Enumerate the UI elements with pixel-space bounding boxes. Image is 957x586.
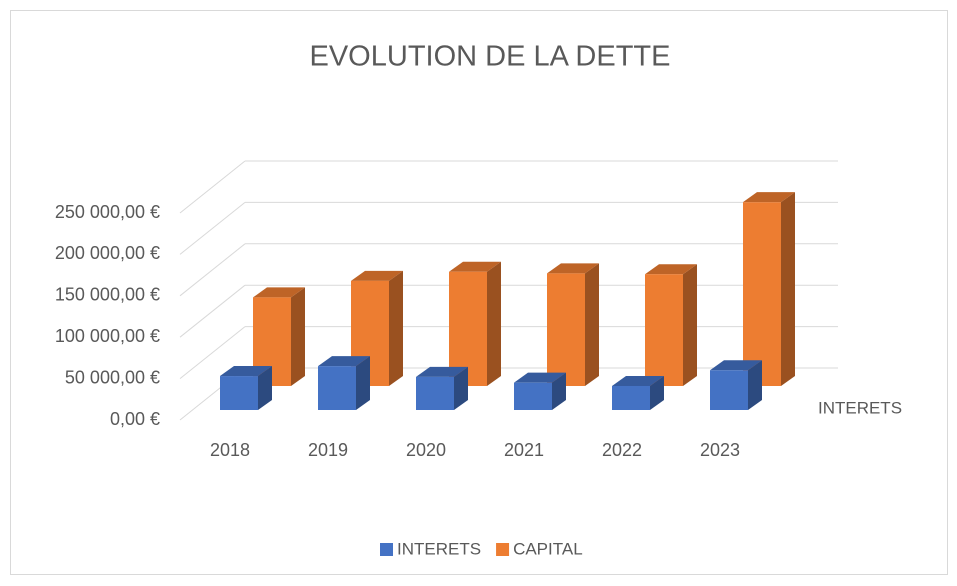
- bar-top: [743, 192, 795, 203]
- bar-top: [612, 375, 664, 386]
- bar-top: [645, 264, 697, 275]
- depth-axis-label: INTERETS: [818, 398, 902, 417]
- bar: [743, 202, 781, 386]
- x-tick-label: 2021: [504, 440, 544, 460]
- bar-side: [291, 287, 305, 386]
- bar-top: [351, 270, 403, 281]
- x-tick-label: 2023: [700, 440, 740, 460]
- bar-side: [585, 263, 599, 386]
- bar-side: [356, 356, 370, 410]
- y-tick-label: 150 000,00 €: [55, 285, 160, 305]
- bar-top: [514, 372, 566, 383]
- bar-side: [487, 261, 501, 386]
- bar-side: [683, 264, 697, 386]
- bar-top: [449, 261, 501, 272]
- legend-swatch: [496, 543, 510, 556]
- bar-top: [416, 366, 468, 377]
- legend-label: INTERETS: [397, 539, 481, 558]
- grid-line: [179, 326, 246, 379]
- bar-side: [552, 372, 566, 410]
- bar-side: [781, 192, 795, 386]
- x-tick-label: 2020: [406, 440, 446, 460]
- y-tick-label: 200 000,00 €: [55, 243, 160, 263]
- bar-top: [318, 356, 370, 367]
- grid-line: [179, 243, 246, 297]
- bar: [612, 385, 650, 410]
- legend-label: CAPITAL: [513, 539, 583, 558]
- bar: [710, 370, 748, 410]
- bar-side: [258, 366, 272, 410]
- bar-side: [454, 366, 468, 410]
- bar-top: [253, 287, 305, 298]
- chart-title: EVOLUTION DE LA DETTE: [310, 41, 671, 73]
- bar: [514, 382, 552, 410]
- bar: [416, 376, 454, 410]
- bar-top: [220, 366, 272, 377]
- y-tick-label: 0,00 €: [110, 409, 160, 429]
- legend-swatch: [380, 543, 393, 556]
- x-tick-label: 2022: [602, 440, 642, 460]
- bar: [318, 366, 356, 410]
- x-tick-label: 2019: [308, 440, 348, 460]
- y-tick-label: 250 000,00 €: [55, 202, 160, 222]
- bar-side: [389, 270, 403, 386]
- bar: [220, 376, 258, 410]
- x-tick-label: 2018: [210, 440, 250, 460]
- bar: [547, 273, 585, 386]
- bar: [645, 274, 683, 386]
- y-tick-label: 100 000,00 €: [55, 326, 160, 346]
- bar-side: [748, 360, 762, 410]
- y-tick-label: 50 000,00 €: [65, 367, 160, 387]
- grid-line: [179, 284, 246, 338]
- bar-side: [650, 375, 664, 410]
- bar-top: [710, 360, 762, 371]
- grid-line: [179, 202, 246, 255]
- bar-top: [547, 263, 599, 274]
- grid-line: [179, 160, 246, 214]
